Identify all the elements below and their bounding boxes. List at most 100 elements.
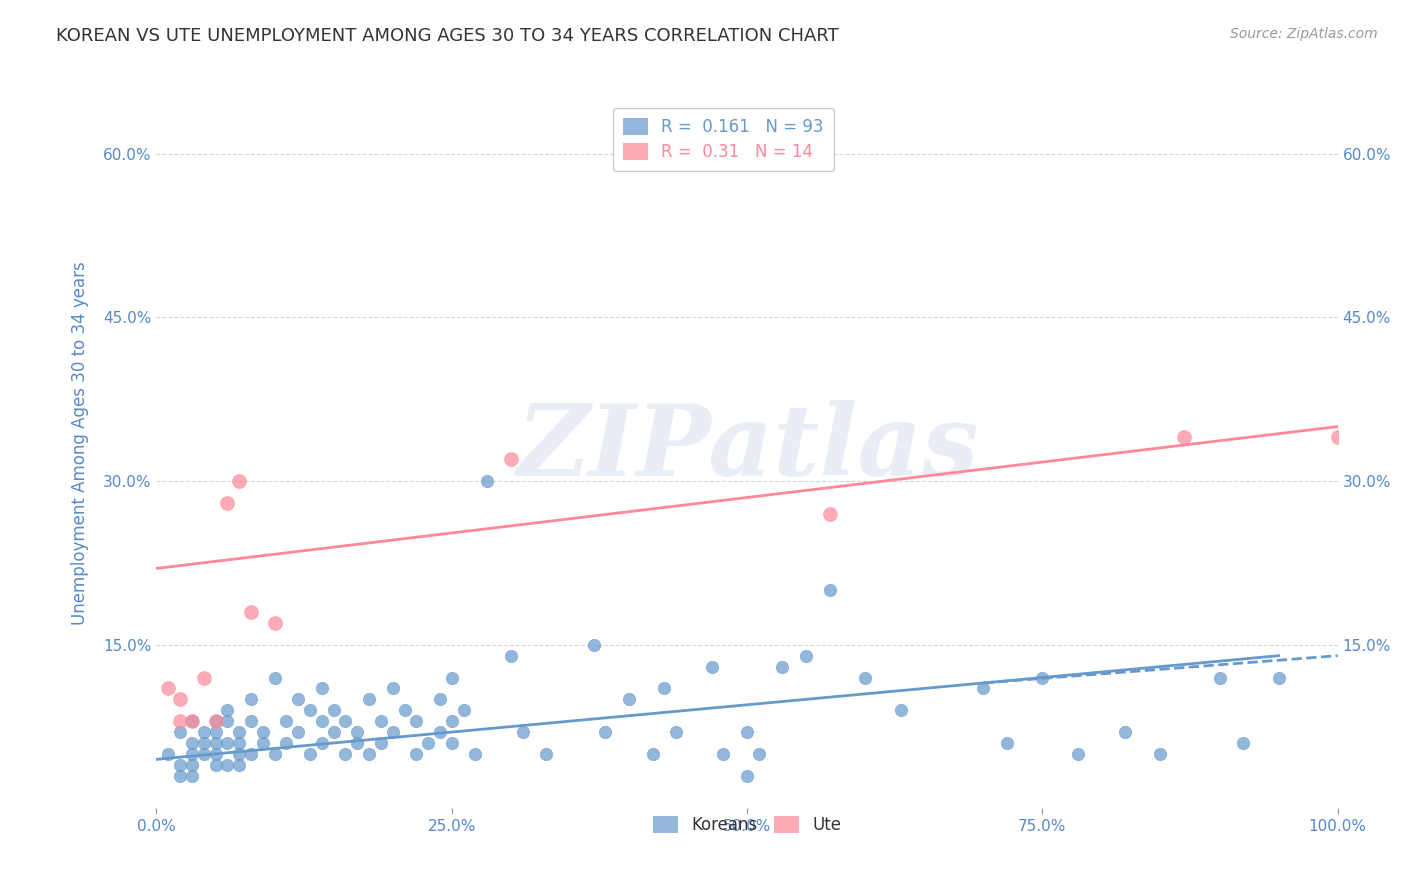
- Point: [641, 747, 664, 761]
- Point: [287, 725, 309, 739]
- Point: [440, 671, 463, 685]
- Point: [240, 714, 263, 728]
- Point: [276, 736, 298, 750]
- Point: [169, 725, 191, 739]
- Point: [193, 747, 215, 761]
- Point: [370, 714, 392, 728]
- Point: [181, 769, 204, 783]
- Point: [1232, 736, 1254, 750]
- Point: [748, 747, 770, 761]
- Point: [181, 714, 204, 728]
- Legend: Koreans, Ute: Koreans, Ute: [643, 805, 852, 844]
- Point: [252, 725, 274, 739]
- Point: [193, 671, 215, 685]
- Point: [228, 474, 250, 488]
- Text: ZIPatlas: ZIPatlas: [516, 401, 979, 497]
- Point: [370, 736, 392, 750]
- Point: [772, 659, 794, 673]
- Point: [818, 507, 841, 521]
- Point: [181, 747, 204, 761]
- Point: [1173, 430, 1195, 444]
- Point: [1031, 671, 1053, 685]
- Point: [440, 714, 463, 728]
- Point: [299, 703, 322, 717]
- Point: [311, 714, 333, 728]
- Point: [252, 736, 274, 750]
- Point: [972, 681, 994, 696]
- Point: [287, 692, 309, 706]
- Text: Source: ZipAtlas.com: Source: ZipAtlas.com: [1230, 27, 1378, 41]
- Point: [440, 736, 463, 750]
- Point: [169, 714, 191, 728]
- Point: [582, 638, 605, 652]
- Point: [169, 757, 191, 772]
- Point: [157, 747, 180, 761]
- Point: [700, 659, 723, 673]
- Point: [665, 725, 688, 739]
- Point: [193, 725, 215, 739]
- Point: [853, 671, 876, 685]
- Point: [595, 725, 617, 739]
- Point: [359, 747, 381, 761]
- Point: [429, 725, 451, 739]
- Point: [335, 747, 357, 761]
- Point: [453, 703, 475, 717]
- Point: [228, 725, 250, 739]
- Point: [263, 671, 285, 685]
- Point: [499, 452, 522, 467]
- Point: [477, 474, 499, 488]
- Point: [735, 769, 758, 783]
- Point: [169, 692, 191, 706]
- Point: [169, 769, 191, 783]
- Point: [794, 648, 817, 663]
- Point: [228, 757, 250, 772]
- Point: [311, 681, 333, 696]
- Point: [713, 747, 735, 761]
- Y-axis label: Unemployment Among Ages 30 to 34 years: Unemployment Among Ages 30 to 34 years: [72, 261, 89, 624]
- Point: [1149, 747, 1171, 761]
- Point: [418, 736, 440, 750]
- Point: [818, 583, 841, 598]
- Point: [240, 747, 263, 761]
- Point: [263, 747, 285, 761]
- Point: [204, 736, 226, 750]
- Point: [240, 692, 263, 706]
- Point: [381, 725, 404, 739]
- Point: [536, 747, 558, 761]
- Point: [181, 714, 204, 728]
- Point: [335, 714, 357, 728]
- Point: [890, 703, 912, 717]
- Point: [181, 736, 204, 750]
- Point: [263, 615, 285, 630]
- Point: [217, 496, 239, 510]
- Point: [1208, 671, 1230, 685]
- Point: [299, 747, 322, 761]
- Text: KOREAN VS UTE UNEMPLOYMENT AMONG AGES 30 TO 34 YEARS CORRELATION CHART: KOREAN VS UTE UNEMPLOYMENT AMONG AGES 30…: [56, 27, 839, 45]
- Point: [512, 725, 534, 739]
- Point: [240, 605, 263, 619]
- Point: [464, 747, 486, 761]
- Point: [157, 681, 180, 696]
- Point: [995, 736, 1018, 750]
- Point: [359, 692, 381, 706]
- Point: [181, 757, 204, 772]
- Point: [1067, 747, 1090, 761]
- Point: [311, 736, 333, 750]
- Point: [1267, 671, 1289, 685]
- Point: [217, 736, 239, 750]
- Point: [228, 747, 250, 761]
- Point: [654, 681, 676, 696]
- Point: [617, 692, 640, 706]
- Point: [204, 747, 226, 761]
- Point: [346, 736, 368, 750]
- Point: [276, 714, 298, 728]
- Point: [381, 681, 404, 696]
- Point: [204, 725, 226, 739]
- Point: [346, 725, 368, 739]
- Point: [1326, 430, 1348, 444]
- Point: [735, 725, 758, 739]
- Point: [217, 703, 239, 717]
- Point: [405, 747, 427, 761]
- Point: [204, 757, 226, 772]
- Point: [499, 648, 522, 663]
